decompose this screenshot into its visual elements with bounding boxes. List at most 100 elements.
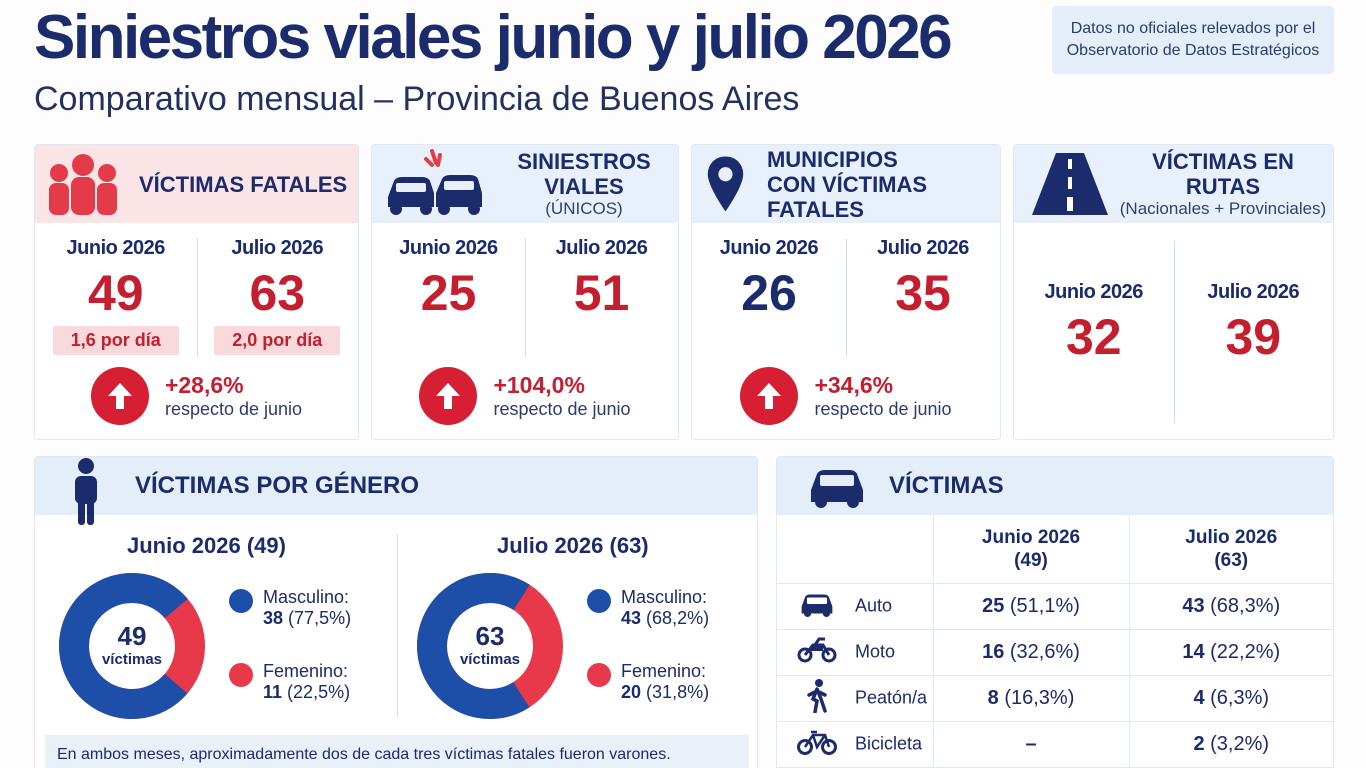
change-text: respecto de junio: [164, 399, 303, 419]
gender-panel: VÍCTIMAS POR GÉNERO Junio 2026 (49) 49 v…: [34, 456, 758, 768]
month-label: Junio 2026: [66, 237, 166, 259]
june-cell: –: [932, 721, 1129, 768]
legend-pct: (68,2%): [646, 608, 710, 628]
legend-male: Masculino: 43 (68,2%): [587, 587, 710, 629]
male-legend-dot: [587, 589, 611, 613]
card-header: MUNICIPIOS CON VÍCTIMAS FATALES: [692, 145, 1000, 223]
per-day-june: 1,6 por día: [52, 326, 179, 355]
june-donut-chart: [59, 573, 205, 719]
motorcycle-icon: [797, 637, 837, 668]
legend-value: 38: [263, 608, 284, 628]
card-header: SINIESTROS VIALES (ÚNICOS): [372, 145, 678, 223]
cell-pct: (68,3%): [1210, 594, 1281, 617]
row-label-cell: Bicicleta: [777, 721, 933, 768]
card-title: VÍCTIMAS EN RUTAS: [1152, 149, 1294, 199]
card-highway-victims: VÍCTIMAS EN RUTAS (Nacionales + Provinci…: [1013, 144, 1334, 440]
value-june: 49: [87, 265, 144, 321]
change-row: +104,0% respecto de junio: [372, 367, 678, 425]
card-road-incidents: SINIESTROS VIALES (ÚNICOS) Junio 2026 25…: [371, 144, 679, 440]
month-label: Junio 2026: [1044, 281, 1144, 303]
row-label-cell: Auto: [777, 583, 933, 630]
table-row: Bicicleta – 2 (3,2%): [777, 721, 1333, 768]
cell-count: 43: [1182, 594, 1205, 617]
header-blank: [777, 515, 933, 584]
legend-pct: (77,5%): [288, 608, 352, 628]
change-percent: +28,6%: [164, 372, 244, 398]
legend-label: Masculino:: [621, 587, 708, 607]
row-label: Bicicleta: [855, 732, 923, 753]
card-fatal-victims: VÍCTIMAS FATALES Junio 2026 49 1,6 por d…: [34, 144, 359, 440]
month-label: Junio 2026: [719, 237, 819, 259]
people-icon: [49, 154, 117, 215]
july-cell: 43 (68,3%): [1128, 583, 1333, 630]
disclaimer-box: Datos no oficiales relevados por el Obse…: [1052, 6, 1334, 74]
card-municipalities: MUNICIPIOS CON VÍCTIMAS FATALES Junio 20…: [691, 144, 1001, 440]
pedestrian-icon: [797, 678, 837, 718]
month-label: Julio 2026: [1207, 281, 1300, 303]
cell-pct: (32,6%): [1009, 640, 1080, 663]
column-divider: [1173, 241, 1175, 423]
card-subtitle: (Nacionales + Provinciales): [1119, 199, 1327, 218]
value-june: 25: [420, 265, 477, 321]
june-cell: 16 (32,6%): [932, 629, 1129, 676]
table-row: Moto 16 (32,6%) 14 (22,2%): [777, 629, 1333, 676]
legend-value: 43: [621, 608, 642, 628]
june-cell: 25 (51,1%): [932, 583, 1129, 630]
cell-count: 8: [987, 686, 999, 709]
value-july: 63: [249, 265, 306, 321]
arrow-up-icon: [90, 367, 149, 425]
gender-note: En ambos meses, aproximadamente dos de c…: [45, 735, 749, 768]
card-header: VÍCTIMAS EN RUTAS (Nacionales + Provinci…: [1014, 145, 1333, 223]
table-row: Peatón/a 8 (16,3%) 4 (6,3%): [777, 675, 1333, 722]
panel-title: VÍCTIMAS POR GÉNERO: [135, 472, 420, 499]
cell-pct: (6,3%): [1210, 686, 1270, 709]
june-heading: Junio 2026 (49): [127, 533, 286, 558]
value-june: 26: [741, 265, 797, 321]
legend-label: Masculino:: [263, 587, 350, 607]
cell-pct: (51,1%): [1009, 594, 1080, 617]
value-july: 51: [573, 265, 630, 321]
change-row: +28,6% respecto de junio: [35, 367, 358, 425]
july-cell: 14 (22,2%): [1128, 629, 1333, 676]
legend-value: 11: [263, 682, 283, 702]
row-label: Moto: [855, 640, 896, 661]
june-donut-center: 49 víctimas: [92, 621, 172, 668]
cell-count: 25: [982, 594, 1005, 617]
header-count: (63): [1214, 549, 1249, 571]
cell-count: –: [1025, 732, 1037, 755]
legend-pct: (31,8%): [646, 682, 710, 702]
header-count: (49): [1014, 549, 1048, 571]
legend-label: Femenino:: [621, 661, 707, 681]
change-row: +34,6% respecto de junio: [692, 367, 1000, 425]
change-text: respecto de junio: [493, 399, 631, 419]
value-july: 35: [895, 265, 951, 321]
table-row: Auto 25 (51,1%) 43 (68,3%): [777, 583, 1333, 630]
donut-unit: víctimas: [459, 651, 521, 668]
cell-pct: (3,2%): [1210, 732, 1270, 755]
panel-title: VÍCTIMAS: [889, 472, 1004, 499]
month-label: Junio 2026: [399, 237, 498, 259]
month-label: Julio 2026: [877, 237, 969, 259]
card-subtitle: (ÚNICOS): [545, 199, 623, 218]
june-cell: 8 (16,3%): [932, 675, 1129, 722]
arrow-up-icon: [740, 367, 799, 425]
donut-unit: víctimas: [101, 651, 163, 668]
person-icon: [75, 458, 97, 525]
row-label-cell: Moto: [777, 629, 933, 676]
legend-male: Masculino: 38 (77,5%): [229, 587, 352, 629]
page-title: Siniestros viales junio y julio 2026: [34, 3, 953, 72]
female-legend-dot: [587, 663, 611, 687]
change-percent: +34,6%: [814, 372, 894, 398]
female-legend-dot: [229, 663, 253, 687]
row-label: Auto: [855, 594, 893, 615]
column-divider: [196, 239, 198, 357]
car-icon: [811, 470, 863, 508]
cell-count: 16: [982, 640, 1005, 663]
value-july: 39: [1225, 309, 1282, 365]
header-month: Julio 2026: [1185, 526, 1278, 548]
road-icon: [1032, 153, 1108, 215]
card-title: SINIESTROS VIALES: [517, 149, 651, 199]
header-july: Julio 2026 (63): [1128, 515, 1333, 584]
victims-table: Junio 2026 (49) Julio 2026 (63) Auto 25 (5…: [777, 515, 1333, 768]
legend-pct: (22,5%): [287, 682, 351, 702]
